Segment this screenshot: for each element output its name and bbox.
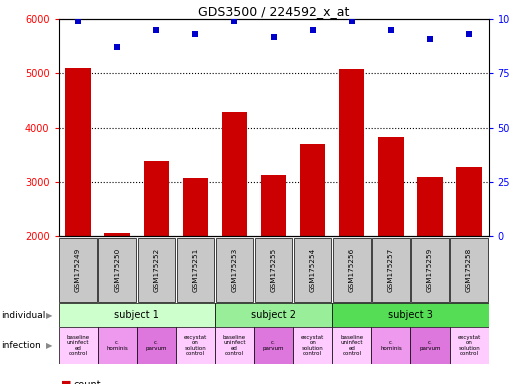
Bar [144,161,169,236]
Bar [372,237,410,302]
Bar [98,237,136,302]
Bar [137,237,175,302]
Bar [372,327,410,364]
Text: excystat
on
solution
control: excystat on solution control [184,335,207,356]
Text: baseline
uninfect
ed
control: baseline uninfect ed control [340,335,363,356]
Text: c.
hominis: c. hominis [380,340,402,351]
Point [426,36,434,42]
Text: individual: individual [1,311,45,320]
Text: GSM175258: GSM175258 [466,248,472,292]
Text: GSM175259: GSM175259 [427,248,433,292]
Bar [216,237,253,302]
Bar [293,327,332,364]
Bar [215,303,332,327]
Text: ▶: ▶ [46,311,52,320]
Bar [59,327,98,364]
Bar [65,68,91,236]
Bar [255,237,292,302]
Bar [176,327,215,364]
Bar [177,237,214,302]
Text: GSM175256: GSM175256 [349,248,355,292]
Text: count: count [74,380,101,384]
Text: subject 1: subject 1 [115,310,159,320]
Bar [294,237,331,302]
Bar [183,177,208,236]
Bar [222,113,247,236]
Bar [457,167,482,236]
Point [152,27,160,33]
Text: baseline
uninfect
ed
control: baseline uninfect ed control [223,335,246,356]
Text: c.
parvum: c. parvum [263,340,285,351]
Point [269,33,277,40]
Text: excystat
on
solution
control: excystat on solution control [301,335,324,356]
Bar [98,327,137,364]
Point [74,18,82,25]
Text: excystat
on
solution
control: excystat on solution control [458,335,480,356]
Bar [261,175,286,236]
Text: ■: ■ [61,380,72,384]
Bar [60,237,97,302]
Text: GSM175252: GSM175252 [153,248,159,292]
Text: GSM175251: GSM175251 [192,248,199,292]
Text: subject 3: subject 3 [388,310,433,320]
Text: baseline
uninfect
ed
control: baseline uninfect ed control [67,335,90,356]
Text: infection: infection [1,341,41,350]
Bar [417,177,443,236]
Text: c.
parvum: c. parvum [419,340,441,351]
Point [113,44,121,50]
Bar [332,303,489,327]
Text: GSM175249: GSM175249 [75,248,81,292]
Text: GSM175257: GSM175257 [388,248,394,292]
Bar [254,327,293,364]
Bar [449,327,489,364]
Bar [411,237,449,302]
Bar [137,327,176,364]
Text: GSM175253: GSM175253 [232,248,238,292]
Point [465,31,473,38]
Text: c.
hominis: c. hominis [106,340,128,351]
Text: ▶: ▶ [46,341,52,350]
Point [191,31,200,38]
Text: subject 2: subject 2 [251,310,296,320]
Title: GDS3500 / 224592_x_at: GDS3500 / 224592_x_at [198,5,349,18]
Text: c.
parvum: c. parvum [146,340,167,351]
Bar [333,237,371,302]
Point [308,27,317,33]
Point [231,18,239,25]
Text: GSM175250: GSM175250 [114,248,120,292]
Bar [332,327,372,364]
Point [387,27,395,33]
Bar [378,137,404,236]
Bar [215,327,254,364]
Point [348,18,356,25]
Bar [300,144,325,236]
Bar [339,69,364,236]
Bar [104,233,130,236]
Bar [410,327,449,364]
Bar [59,303,215,327]
Text: GSM175254: GSM175254 [309,248,316,292]
Bar [450,237,488,302]
Text: GSM175255: GSM175255 [271,248,276,292]
